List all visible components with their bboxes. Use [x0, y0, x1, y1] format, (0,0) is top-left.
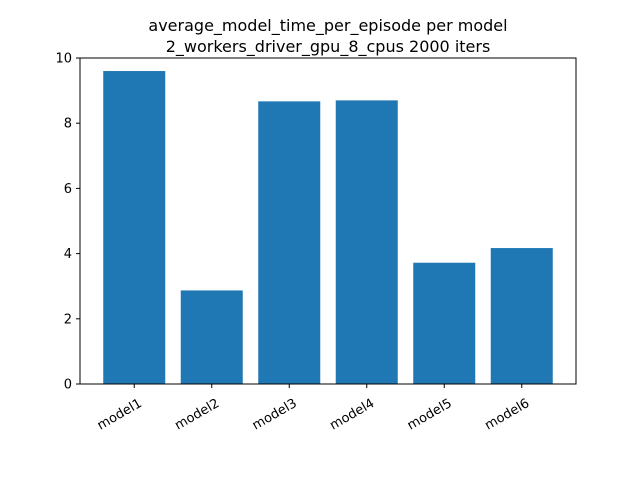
x-tick-label: model1	[95, 396, 145, 433]
y-tick-label: 2	[64, 312, 72, 327]
bar-model1	[103, 71, 166, 384]
y-axis: 0 2 4 6 8 10	[55, 52, 80, 393]
bars-group	[103, 71, 553, 384]
bar-model2	[180, 290, 243, 384]
x-tick-label: model5	[405, 396, 455, 433]
x-tick-label: model4	[327, 396, 377, 433]
y-tick-label: 10	[55, 52, 72, 67]
x-tick-label: model3	[250, 396, 300, 433]
x-axis: model1 model2 model3 model4 model5 model6	[95, 384, 532, 433]
x-tick-label: model2	[172, 396, 222, 433]
chart-subtitle: 2_workers_driver_gpu_8_cpus 2000 iters	[166, 37, 491, 57]
y-tick-label: 8	[64, 117, 72, 132]
plot-frame	[79, 57, 577, 385]
bar-model3	[258, 101, 321, 384]
y-tick-label: 6	[64, 182, 72, 197]
x-tick-label: model6	[482, 396, 532, 433]
bar-model4	[335, 100, 398, 384]
bar-model5	[413, 262, 476, 384]
bar-model6	[490, 248, 553, 384]
y-tick-label: 4	[64, 247, 72, 262]
chart-title: average_model_time_per_episode per model	[148, 16, 507, 36]
y-tick-label: 0	[64, 378, 72, 393]
